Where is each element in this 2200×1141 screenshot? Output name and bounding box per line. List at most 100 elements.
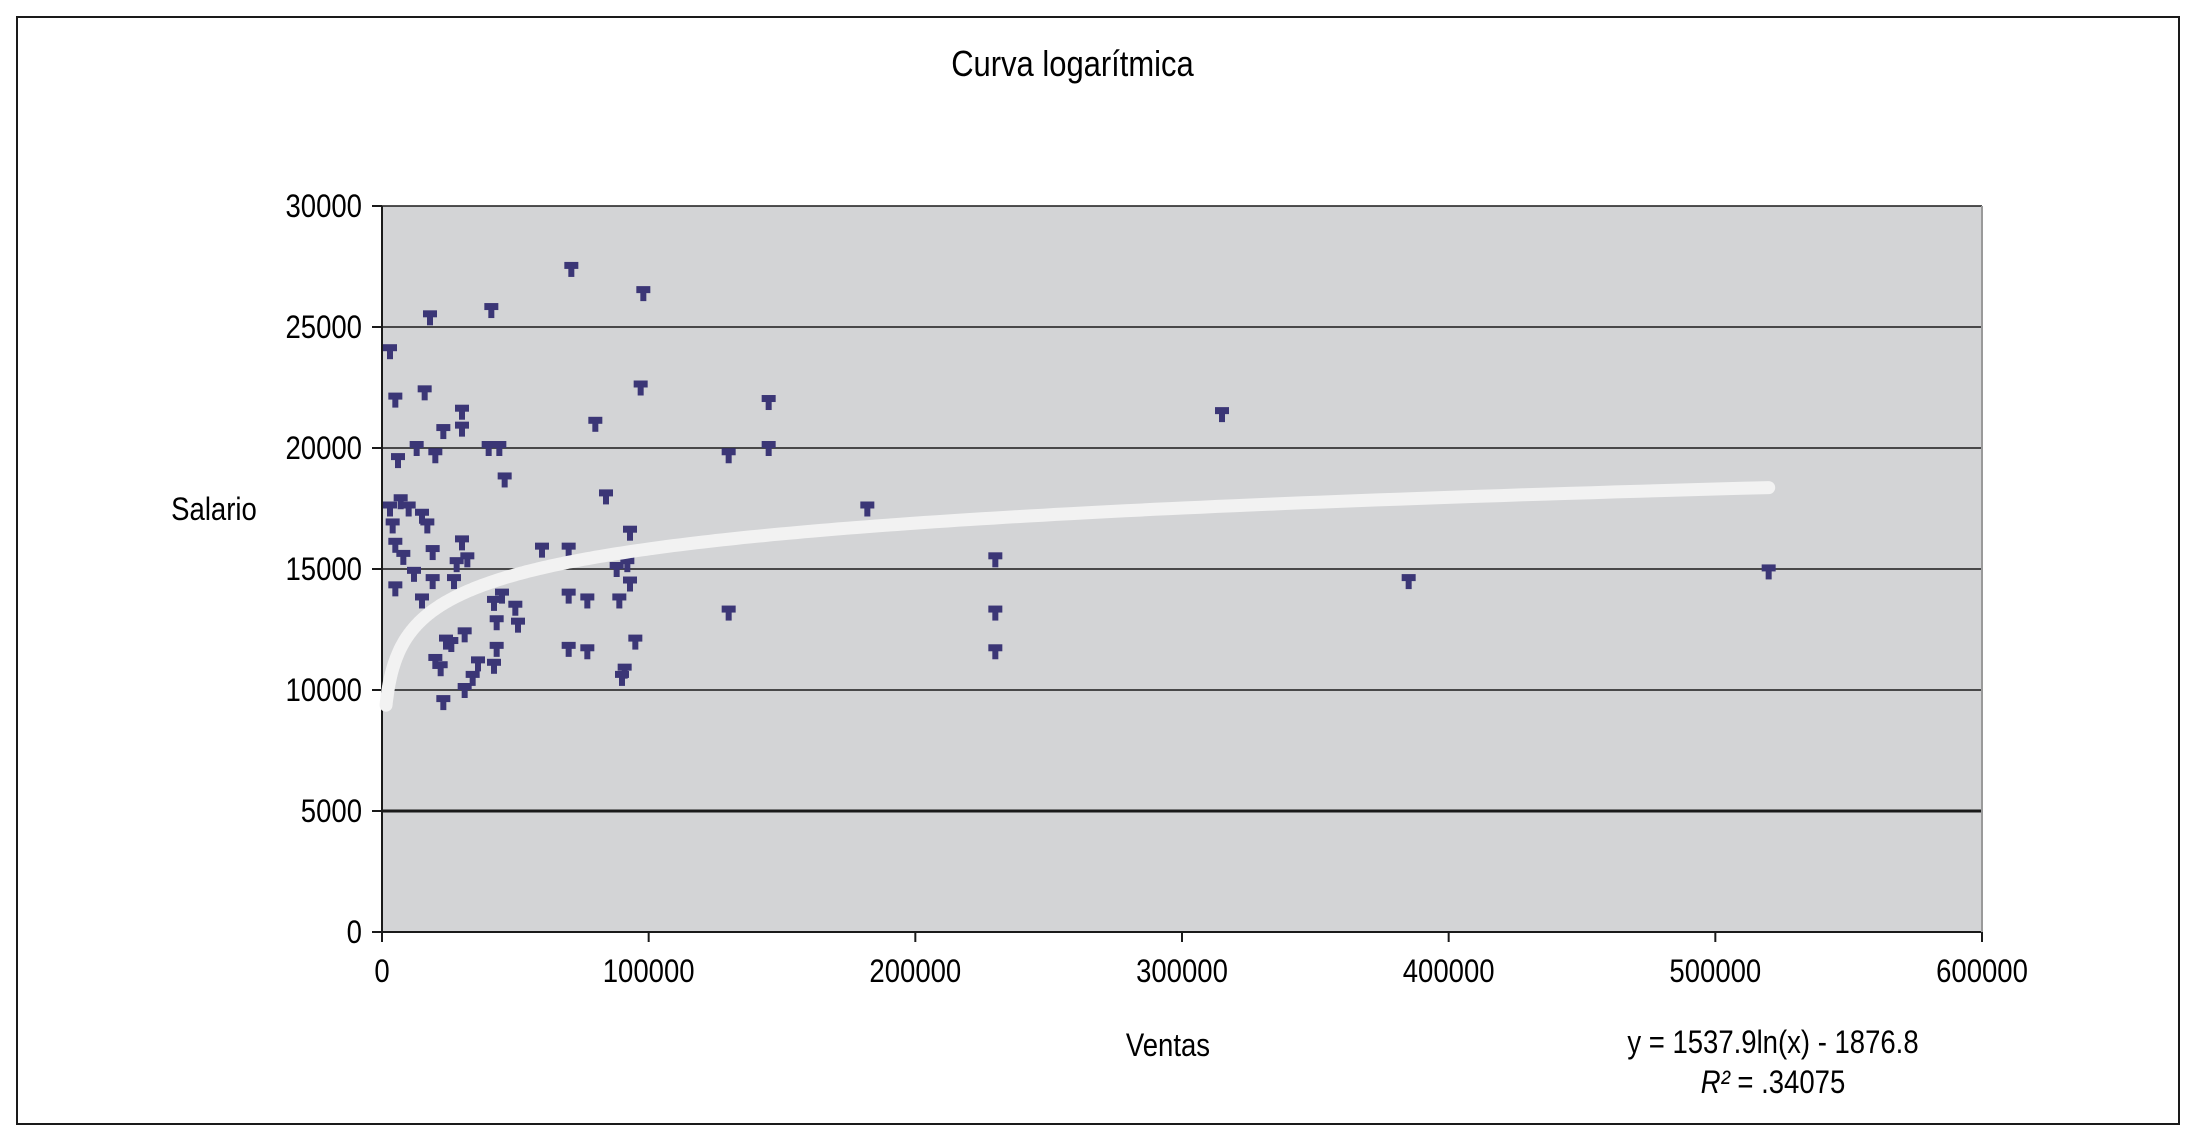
data-point xyxy=(620,557,635,573)
x-tick-labels: 0 100000 200000 300000 400000 500000 600000 xyxy=(374,954,2028,989)
x-tick-label: 200000 xyxy=(869,954,961,989)
data-point xyxy=(417,385,432,401)
data-point xyxy=(428,448,443,464)
data-point xyxy=(580,644,595,660)
data-point xyxy=(561,641,576,657)
data-point xyxy=(447,574,461,590)
data-point xyxy=(481,441,496,456)
data-point xyxy=(988,644,1003,660)
trendline xyxy=(379,481,1776,712)
y-tick-label: 30000 xyxy=(286,189,362,224)
data-point xyxy=(511,617,525,633)
data-point xyxy=(436,424,451,440)
data-point xyxy=(415,593,429,609)
data-point xyxy=(460,552,475,568)
y-tick-label: 25000 xyxy=(286,310,362,345)
r-squared-prefix: R² xyxy=(1701,1065,1731,1100)
trendline-equation: y = 1537.9ln(x) - 1876.8 xyxy=(1627,1025,1918,1060)
chart-frame: 0 5000 10000 15000 20000 25000 30000 0 100000 20… xyxy=(16,16,2180,1125)
data-point xyxy=(495,588,509,604)
data-point xyxy=(487,595,501,611)
data-point xyxy=(636,286,651,302)
r-squared-value: = .34075 xyxy=(1730,1065,1845,1100)
data-point xyxy=(425,574,440,590)
data-point xyxy=(409,441,424,456)
r-squared: R² = .34075 xyxy=(1701,1065,1846,1100)
data-point xyxy=(721,605,736,621)
data-point xyxy=(1761,564,1776,580)
y-tick-labels: 0 5000 10000 15000 20000 25000 30000 xyxy=(286,189,362,950)
data-point xyxy=(561,542,576,558)
data-point xyxy=(497,472,512,488)
data-point xyxy=(623,525,637,541)
data-point xyxy=(564,261,579,277)
data-point xyxy=(561,588,576,604)
data-point xyxy=(489,615,504,631)
y-tick-label: 5000 xyxy=(301,794,362,829)
data-point xyxy=(425,545,440,561)
data-point xyxy=(393,494,408,510)
data-point xyxy=(465,670,480,686)
data-point xyxy=(423,310,437,326)
data-point xyxy=(433,661,448,677)
x-tick-label: 0 xyxy=(374,954,389,989)
data-point xyxy=(487,658,501,674)
data-point xyxy=(457,627,472,643)
data-point xyxy=(388,581,403,597)
chart-title: Curva logarítmica xyxy=(951,45,1194,85)
data-point xyxy=(988,552,1003,568)
data-point xyxy=(609,562,624,577)
x-tick-label: 600000 xyxy=(1936,954,2028,989)
data-point xyxy=(484,303,499,319)
y-tick-label: 15000 xyxy=(286,552,362,587)
data-point xyxy=(420,518,435,534)
gridlines xyxy=(382,205,1982,813)
data-point xyxy=(444,637,459,653)
data-point xyxy=(633,380,648,396)
data-point xyxy=(1401,574,1416,590)
data-point xyxy=(455,535,469,551)
data-point xyxy=(628,634,643,650)
data-point xyxy=(580,593,595,609)
x-axis-label: Ventas xyxy=(1126,1028,1210,1063)
data-point xyxy=(617,663,632,679)
x-tick-label: 500000 xyxy=(1669,954,1761,989)
data-point xyxy=(449,557,464,573)
data-point xyxy=(407,566,421,582)
data-point xyxy=(457,683,472,698)
data-point xyxy=(623,576,637,592)
data-point xyxy=(455,404,469,420)
data-point xyxy=(721,448,736,464)
data-point xyxy=(599,489,613,505)
data-point xyxy=(761,441,776,456)
data-point xyxy=(508,600,523,616)
data-point xyxy=(436,695,451,711)
data-point xyxy=(988,605,1003,621)
y-tick-label: 10000 xyxy=(286,673,362,708)
data-point xyxy=(396,549,411,565)
data-point xyxy=(471,656,485,672)
data-point xyxy=(383,501,397,517)
data-point xyxy=(383,344,397,360)
x-tick-label: 400000 xyxy=(1403,954,1495,989)
data-points xyxy=(383,261,1776,711)
data-point xyxy=(388,537,403,553)
x-tick-label: 100000 xyxy=(603,954,695,989)
data-point xyxy=(489,641,504,657)
scatter-chart: 0 5000 10000 15000 20000 25000 30000 0 100000 20… xyxy=(171,45,2028,1101)
y-axis-label: Salario xyxy=(171,492,257,527)
y-tick-label: 0 xyxy=(347,915,362,950)
data-point xyxy=(860,501,875,517)
data-point xyxy=(401,501,416,517)
data-point xyxy=(535,542,549,558)
data-point xyxy=(761,395,776,411)
data-point xyxy=(588,416,603,432)
y-tick-label: 20000 xyxy=(286,431,362,466)
data-point xyxy=(612,593,627,609)
data-point xyxy=(492,441,507,456)
data-point xyxy=(391,453,405,469)
data-point xyxy=(1215,407,1229,423)
data-point xyxy=(455,421,469,437)
x-tick-label: 300000 xyxy=(1136,954,1228,989)
data-point xyxy=(385,518,400,534)
